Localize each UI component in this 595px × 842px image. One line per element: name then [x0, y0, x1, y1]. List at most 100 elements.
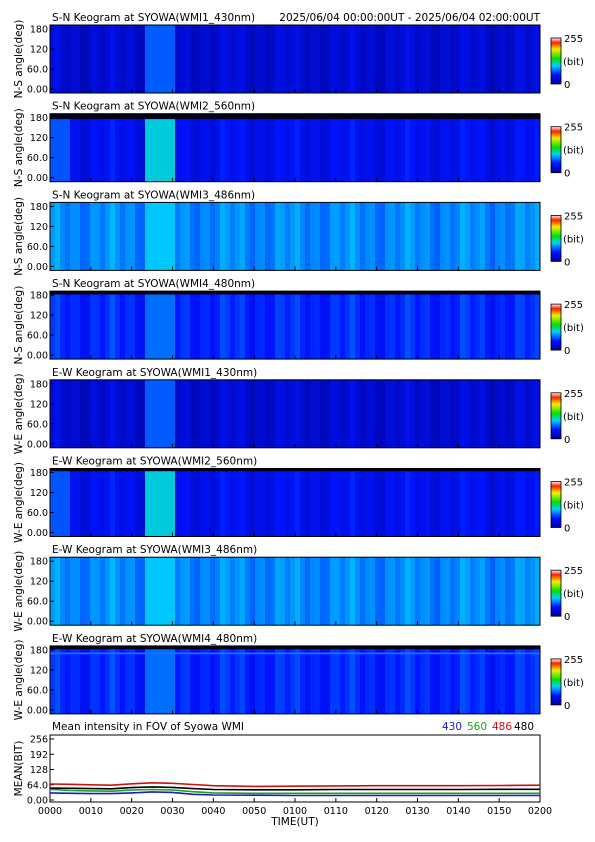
heatmap-column [465, 557, 471, 626]
heatmap-column [245, 468, 251, 537]
heatmap-column [380, 557, 386, 626]
heatmap-column [60, 202, 66, 271]
heatmap-column [235, 291, 241, 360]
y-axis-label: W-E angle(deg) [13, 551, 25, 632]
heatmap-column [195, 379, 201, 448]
heatmap-column [115, 468, 121, 537]
y-tick-label: 60.0 [27, 331, 48, 342]
heatmap-column [340, 291, 346, 360]
heatmap-column [80, 202, 86, 271]
heatmap-column [85, 468, 91, 537]
heatmap-column [260, 468, 266, 537]
heatmap-top-strip [50, 291, 540, 295]
heatmap-column [80, 25, 86, 93]
heatmap-column [455, 202, 461, 271]
heatmap-column [460, 202, 466, 271]
heatmap-column [110, 25, 116, 93]
heatmap-column [205, 25, 211, 93]
heatmap-column [325, 25, 331, 93]
heatmap-column [205, 113, 211, 182]
heatmap-column [495, 557, 501, 626]
heatmap-column [135, 113, 141, 182]
heatmap-column [525, 202, 531, 271]
heatmap-column [380, 645, 386, 714]
heatmap-column [220, 113, 226, 182]
keogram-panel-8: E-W Keogram at SYOWA(WMI4_480nm) 180 120 60… [13, 633, 584, 720]
line-x-tick-label: 0020 [120, 806, 144, 817]
line-x-tick-label: 0040 [201, 806, 225, 817]
colorbar-min-label: 0 [564, 524, 570, 535]
heatmap-column [325, 291, 331, 360]
heatmap-column [155, 645, 161, 714]
heatmap-column [260, 379, 266, 448]
heatmap-column [75, 25, 81, 93]
heatmap-column [375, 379, 381, 448]
panel-title: E-W Keogram at SYOWA(WMI3_486nm) [52, 544, 257, 556]
heatmap-column [155, 25, 161, 93]
y-tick-label: 120 [30, 665, 48, 676]
heatmap-column [190, 202, 196, 271]
heatmap-column [180, 291, 186, 360]
heatmap-column [505, 468, 511, 537]
heatmap-column [505, 202, 511, 271]
heatmap-column [520, 645, 526, 714]
heatmap-column [165, 379, 171, 448]
heatmap-column [335, 25, 341, 93]
heatmap-column [95, 557, 101, 626]
heatmap-column [150, 379, 156, 448]
heatmap-column [90, 291, 96, 360]
heatmap-column [535, 291, 541, 360]
heatmap-column [305, 557, 311, 626]
heatmap-column [140, 291, 146, 360]
heatmap-column [345, 379, 351, 448]
heatmap-column [120, 202, 126, 271]
y-tick-label: 120 [30, 222, 48, 233]
heatmap-column [115, 291, 121, 360]
heatmap-column [490, 25, 496, 93]
heatmap-column [465, 291, 471, 360]
heatmap-column [270, 25, 276, 93]
heatmap-column [270, 468, 276, 537]
heatmap-column [485, 291, 491, 360]
heatmap-column [165, 113, 171, 182]
heatmap-column [180, 25, 186, 93]
heatmap-column [120, 645, 126, 714]
heatmap-column [475, 379, 481, 448]
heatmap-column [300, 113, 306, 182]
colorbar-unit-label: (bit) [563, 412, 584, 423]
heatmap [50, 379, 541, 448]
line-x-tick-label: 0200 [528, 806, 552, 817]
heatmap-column [215, 202, 221, 271]
heatmap-column [160, 645, 166, 714]
heatmap-column [440, 645, 446, 714]
y-tick-label: 60.0 [27, 242, 48, 253]
heatmap-column [300, 25, 306, 93]
heatmap-column [105, 379, 111, 448]
heatmap-column [140, 25, 146, 93]
heatmap-column [70, 202, 76, 271]
colorbar-unit-label: (bit) [563, 234, 584, 245]
heatmap-column [320, 291, 326, 360]
heatmap-column [185, 645, 191, 714]
heatmap-column [190, 25, 196, 93]
heatmap-column [210, 645, 216, 714]
heatmap-column [495, 468, 501, 537]
heatmap-column [80, 557, 86, 626]
heatmap-column [125, 113, 131, 182]
heatmap-column [100, 557, 106, 626]
heatmap [50, 113, 541, 182]
heatmap-column [385, 25, 391, 93]
heatmap-column [85, 202, 91, 271]
heatmap-column [255, 202, 261, 271]
heatmap-column [420, 468, 426, 537]
heatmap-column [285, 25, 291, 93]
heatmap-column [85, 557, 91, 626]
heatmap-column [155, 113, 161, 182]
heatmap-column [210, 557, 216, 626]
heatmap-column [225, 645, 231, 714]
time-range-label: 2025/06/04 00:00:00UT - 2025/06/04 02:00… [279, 12, 540, 24]
heatmap-column [275, 202, 281, 271]
heatmap-column [300, 202, 306, 271]
heatmap-column [435, 25, 441, 93]
heatmap-column [415, 379, 421, 448]
